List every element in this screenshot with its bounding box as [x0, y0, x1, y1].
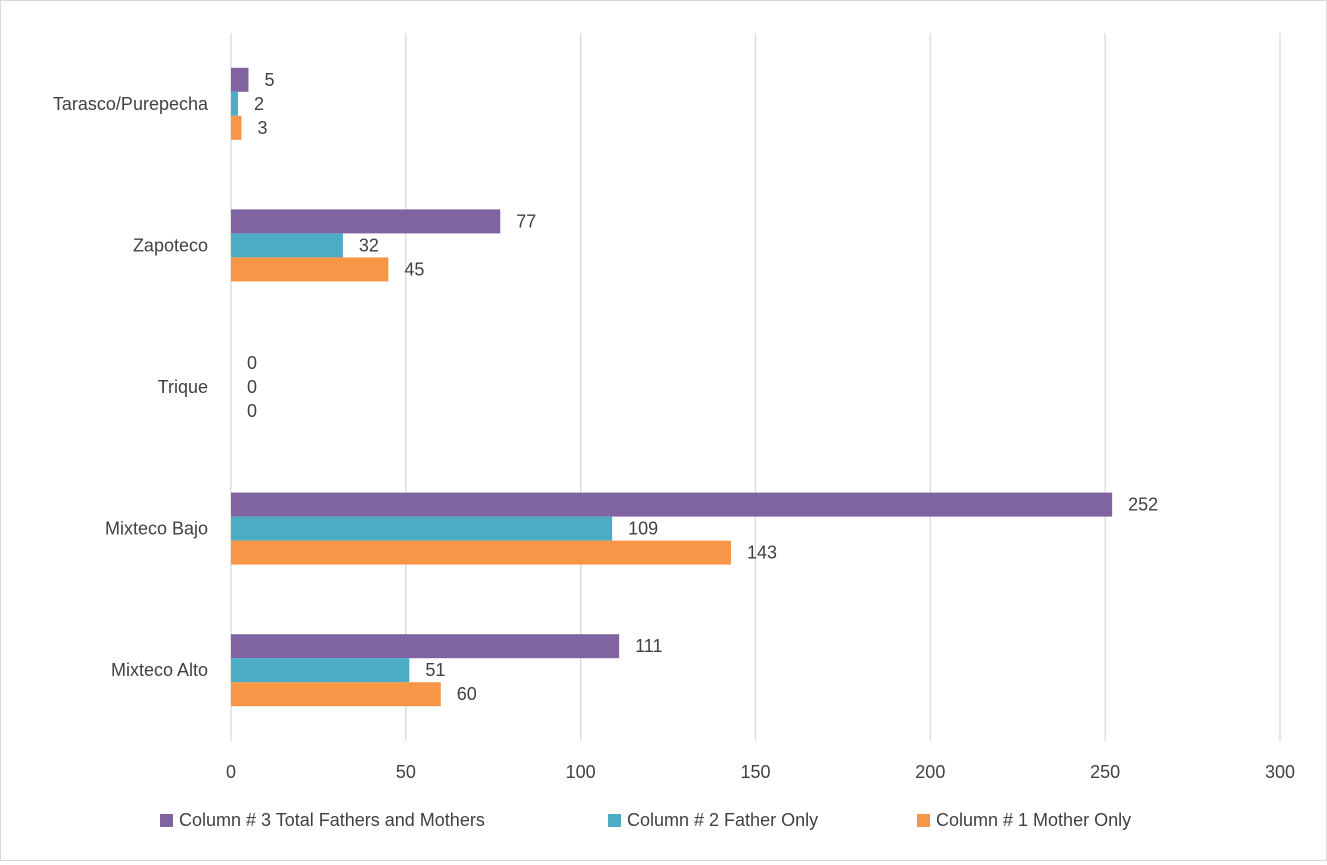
- legend-label-total: Column # 3 Total Fathers and Mothers: [179, 810, 485, 830]
- bar: [231, 67, 249, 92]
- bar: [231, 91, 238, 116]
- data-label: 252: [1128, 495, 1158, 515]
- data-label: 32: [359, 235, 379, 255]
- data-label: 5: [264, 70, 274, 90]
- x-tick-label: 150: [740, 762, 770, 782]
- gridlines: [405, 33, 1281, 741]
- data-label: 0: [247, 401, 257, 421]
- bar: [231, 209, 501, 234]
- category-label: Tarasco/Purepecha: [53, 94, 209, 114]
- bar: [231, 492, 1113, 517]
- legend-item-mother: Column # 1 Mother Only: [917, 810, 1131, 831]
- legend-swatch-total: [160, 814, 173, 827]
- data-labels: 111 51 60 252 109 143 0 0 0 77 32 45 52 3: [247, 70, 1158, 704]
- bars: [231, 67, 1113, 707]
- bar: [231, 682, 441, 707]
- data-label: 3: [257, 118, 267, 138]
- bar: [231, 658, 410, 683]
- category-label: Zapoteco: [133, 235, 208, 255]
- x-tick-label: 0: [226, 762, 236, 782]
- category-label: Trique: [158, 377, 208, 397]
- data-label: 143: [747, 543, 777, 563]
- bar: [231, 516, 613, 541]
- data-label: 51: [425, 660, 445, 680]
- x-tick-label: 50: [396, 762, 416, 782]
- bar: [231, 634, 620, 659]
- bar: [231, 257, 389, 282]
- bar: [231, 115, 242, 140]
- data-label: 60: [457, 684, 477, 704]
- data-label: 45: [404, 259, 424, 279]
- x-tick-label: 250: [1090, 762, 1120, 782]
- legend-label-mother: Column # 1 Mother Only: [936, 810, 1132, 830]
- x-tick-label: 100: [566, 762, 596, 782]
- legend-label-father: Column # 2 Father Only: [627, 810, 819, 830]
- category-label: Mixteco Bajo: [105, 519, 208, 539]
- category-labels: Mixteco Alto Mixteco Bajo Trique Zapoteco Ta…: [53, 94, 209, 680]
- category-label: Mixteco Alto: [111, 660, 208, 680]
- data-label: 0: [247, 377, 257, 397]
- bar: [231, 540, 732, 565]
- legend-item-total: Column # 3 Total Fathers and Mothers: [160, 810, 485, 831]
- bar: [231, 233, 343, 258]
- data-label: 111: [635, 636, 662, 656]
- legend-item-father: Column # 2 Father Only: [608, 810, 818, 831]
- x-tick-label: 300: [1265, 762, 1295, 782]
- data-label: 2: [254, 94, 264, 114]
- data-label: 77: [516, 211, 536, 231]
- legend-swatch-father: [608, 814, 621, 827]
- data-label: 109: [628, 519, 658, 539]
- tick-labels: 0 50 100 150 200 250 300: [226, 762, 1295, 782]
- legend-swatch-mother: [917, 814, 930, 827]
- data-label: 0: [247, 353, 257, 373]
- x-tick-label: 200: [915, 762, 945, 782]
